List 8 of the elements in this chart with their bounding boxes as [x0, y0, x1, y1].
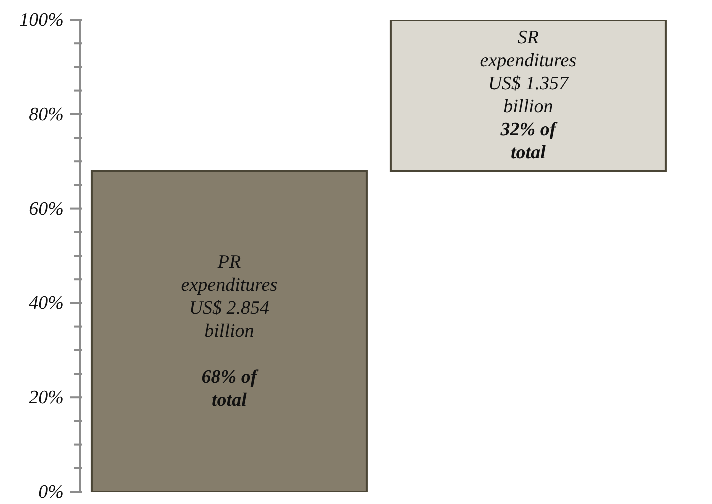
y-tick-label: 80% [29, 104, 64, 126]
y-tick-label: 0% [38, 482, 64, 503]
y-tick-label: 40% [29, 293, 64, 314]
y-tick-label: 100% [20, 10, 64, 31]
text: PR expenditures US$ 2.854 billion 68% of total [181, 252, 278, 412]
y-tick-label: 20% [29, 388, 64, 409]
data-label: SR expenditures US$ 1.357 billion 32% of total [480, 28, 577, 164]
y-tick-label: 60% [29, 198, 64, 220]
